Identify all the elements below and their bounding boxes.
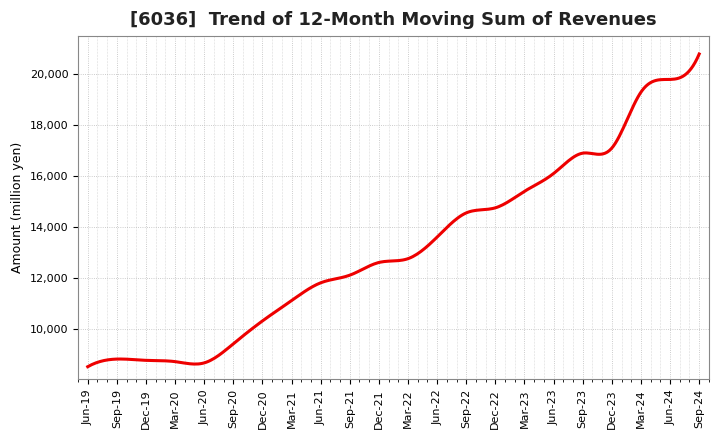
Title: [6036]  Trend of 12-Month Moving Sum of Revenues: [6036] Trend of 12-Month Moving Sum of R…	[130, 11, 657, 29]
Y-axis label: Amount (million yen): Amount (million yen)	[11, 142, 24, 273]
